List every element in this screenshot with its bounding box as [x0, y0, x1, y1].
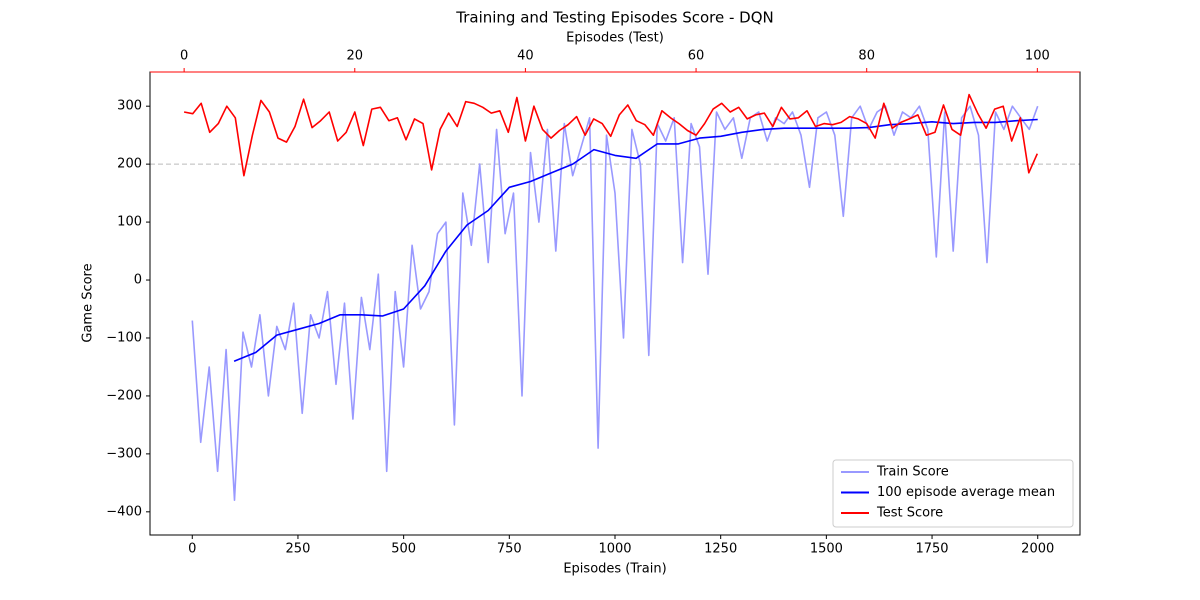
x2-tick-label: 0	[180, 49, 188, 64]
series-line	[191, 105, 1039, 501]
x-tick-label: 750	[497, 542, 522, 557]
series-line	[233, 118, 1038, 362]
x-tick-label: 1250	[704, 542, 737, 557]
y-tick-label: 200	[117, 157, 142, 172]
x-tick-label: 0	[188, 542, 196, 557]
x2-tick-label: 40	[517, 49, 534, 64]
y-tick-label: −200	[106, 388, 142, 403]
x2-axis-label: Episodes (Test)	[566, 31, 664, 46]
y-tick-label: 0	[134, 273, 142, 288]
chart-title: Training and Testing Episodes Score - DQ…	[455, 9, 773, 27]
y-tick-label: −100	[106, 330, 142, 345]
legend-label: Train Score	[876, 465, 949, 480]
x2-tick-label: 80	[858, 49, 875, 64]
x-tick-label: 1500	[810, 542, 843, 557]
x-axis-label: Episodes (Train)	[563, 562, 666, 577]
x2-tick-label: 100	[1025, 49, 1050, 64]
x-tick-label: 1750	[915, 542, 948, 557]
legend-box	[832, 459, 1074, 528]
legend-label: Test Score	[876, 506, 943, 521]
x-tick-label: 2000	[1021, 542, 1054, 557]
x2-tick-label: 60	[688, 49, 705, 64]
y-tick-label: −400	[106, 504, 142, 519]
y-tick-label: 100	[117, 215, 142, 230]
y-axis-label: Game Score	[81, 263, 96, 342]
y-tick-label: 300	[117, 99, 142, 114]
series-line	[183, 93, 1039, 177]
y-tick-label: −300	[106, 446, 142, 461]
legend-label: 100 episode average mean	[877, 485, 1055, 500]
x2-tick-label: 20	[346, 49, 363, 64]
x-tick-label: 250	[286, 542, 311, 557]
x-tick-label: 1000	[598, 542, 631, 557]
x-tick-label: 500	[391, 542, 416, 557]
